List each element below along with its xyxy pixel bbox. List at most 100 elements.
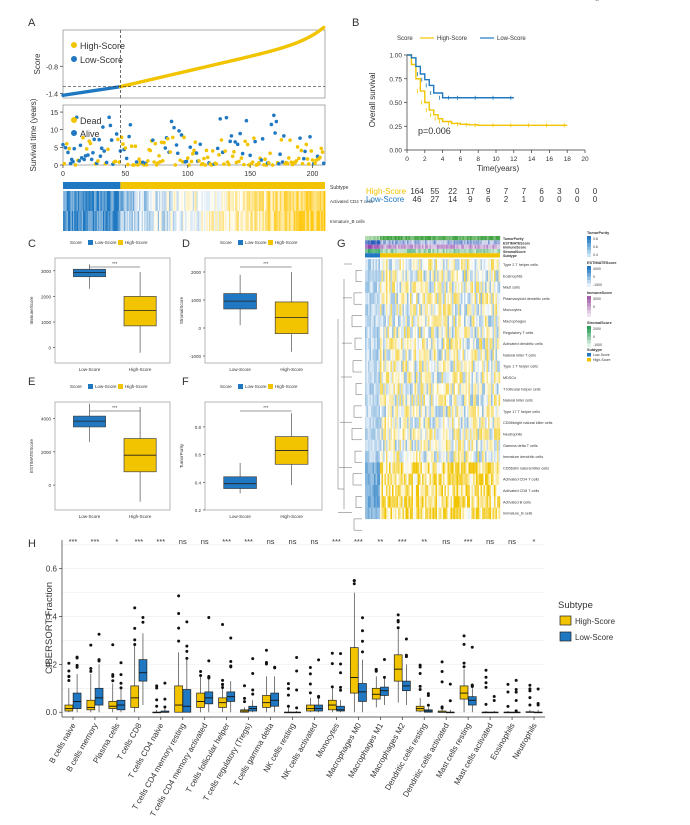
heatmap-cell: [366, 439, 369, 452]
heatmap-cell: [458, 485, 460, 497]
annotation-cell: [461, 236, 463, 241]
heatmap-cell: [455, 292, 457, 305]
annotation-cell: [488, 248, 490, 254]
annotation-cell: [386, 240, 388, 245]
heatmap-cell: [413, 428, 415, 440]
survival-point: [82, 157, 87, 162]
heatmap-cell: [387, 326, 390, 339]
heatmap-cell: [440, 507, 442, 520]
heatmap-cell: [456, 326, 459, 339]
annotation-cell: [474, 244, 477, 249]
heatmap-cell: [417, 349, 420, 361]
heatmap-cell: [440, 360, 442, 373]
survival-point: [259, 158, 264, 162]
heatmap-cell: [287, 211, 290, 231]
annotation-cell: [374, 236, 376, 241]
heatmap-cell: [197, 211, 200, 231]
heatmap-cell: [441, 417, 444, 429]
heatmap-cell: [387, 383, 390, 395]
heatmap-cell: [443, 360, 445, 373]
h-outlier: [339, 671, 343, 675]
heatmap-cell: [471, 292, 474, 305]
heatmap-cell: [377, 428, 379, 440]
heatmap-cell: [477, 405, 480, 418]
h-outlier: [75, 656, 79, 660]
heatmap-cell: [413, 259, 415, 271]
survival-ytick-label: 5: [54, 145, 58, 152]
h-sig-label: ***: [222, 537, 231, 546]
heatmap-cell: [446, 315, 448, 327]
heatmap-cell: [473, 507, 475, 520]
heatmap-cell: [428, 394, 430, 407]
heatmap-cell: [77, 211, 80, 231]
heatmap-cell: [431, 485, 433, 497]
heatmap-cell: [368, 349, 370, 361]
heatmap-cell: [141, 211, 144, 231]
heatmap-cell: [495, 462, 498, 474]
heatmap-legend-gradient: [587, 236, 591, 240]
annotation-cell: [480, 240, 483, 245]
heatmap-cell: [470, 281, 472, 294]
heatmap-cell: [243, 211, 246, 231]
heatmap-cell: [401, 462, 403, 474]
heatmap-cell: [455, 417, 457, 429]
annotation-cell: [492, 244, 495, 249]
heatmap-cell: [498, 405, 501, 418]
heatmap-cell: [410, 451, 412, 463]
sig-label: ***: [263, 261, 269, 266]
heatmap-cell: [431, 507, 433, 520]
annotation-cell: [368, 244, 370, 249]
annotation-cell: [371, 244, 373, 249]
heatmap-cell: [429, 485, 432, 497]
heatmap-cell: [380, 259, 382, 271]
annotation-cell: [456, 244, 459, 249]
heatmap-cell: [438, 304, 441, 316]
heatmap-cell: [392, 304, 394, 316]
heatmap-cell: [381, 281, 384, 294]
heatmap-cell: [461, 383, 463, 395]
annotation-cell: [369, 248, 372, 254]
heatmap-cell: [238, 191, 241, 211]
annotation-cell: [428, 244, 430, 249]
h-outlier: [382, 675, 386, 679]
heatmap-cell: [443, 259, 445, 271]
heatmap-cell: [398, 360, 400, 373]
heatmap-cell: [423, 405, 426, 418]
heatmap-cell: [417, 428, 420, 440]
annotation-cell: [491, 248, 493, 254]
annotation-cell: [401, 240, 403, 245]
heatmap-cell: [444, 349, 447, 361]
heatmap-cell: [459, 451, 462, 463]
heatmap-cell: [495, 451, 498, 463]
heatmap-cell: [217, 211, 220, 231]
heatmap-cell: [374, 372, 376, 384]
heatmap-cell: [477, 281, 480, 294]
h-legend-title: Subtype: [558, 600, 593, 611]
heatmap-cell: [423, 259, 426, 271]
heatmap-cell: [94, 191, 96, 211]
heatmap-cell: [283, 191, 286, 211]
heatmap-cell: [408, 485, 411, 497]
heatmap-cell: [444, 439, 447, 452]
heatmap-cell: [307, 191, 310, 211]
legend-low-marker: [71, 56, 77, 62]
annotation-cell: [485, 248, 487, 254]
heatmap-cell: [380, 372, 382, 384]
survival-point: [99, 146, 104, 151]
heatmap-cell: [453, 496, 456, 508]
heatmap-cell: [461, 326, 463, 339]
heatmap-cell: [440, 304, 442, 316]
heatmap-cell: [431, 270, 433, 282]
heatmap-cell: [419, 360, 421, 373]
heatmap-cell: [422, 259, 424, 271]
heatmap-cell: [455, 428, 457, 440]
annotation-cell: [458, 244, 460, 249]
heatmap-cell: [389, 360, 391, 373]
heatmap-cell: [375, 304, 378, 316]
heatmap-cell: [497, 259, 499, 271]
heatmap-legend-tick: 0: [593, 335, 595, 339]
box-ytick-label: 0: [198, 326, 201, 331]
heatmap-cell: [372, 507, 375, 520]
heatmap-cell: [390, 507, 393, 520]
heatmap-legend-gradient: [587, 273, 591, 277]
